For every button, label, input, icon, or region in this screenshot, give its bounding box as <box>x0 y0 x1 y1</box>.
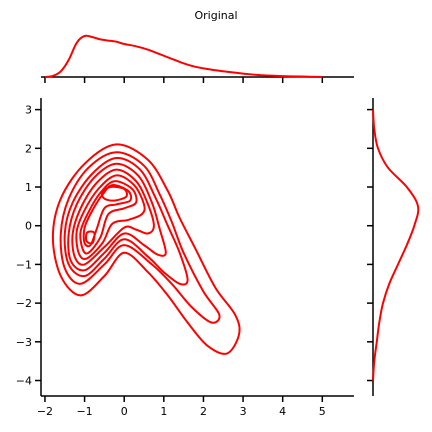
y-tick-label: 1 <box>25 181 32 194</box>
marginal-y-panel <box>367 98 420 396</box>
marginal-x-panel <box>41 34 354 83</box>
marginal-x-ticks <box>44 77 324 83</box>
y-tick-label: 0 <box>25 220 32 233</box>
y-tick-label: 2 <box>25 142 32 155</box>
kde-contour-level-7 <box>79 180 138 255</box>
y-tick-label: 3 <box>25 104 32 117</box>
x-tick-label: 2 <box>200 405 207 418</box>
y-tick-label: −3 <box>16 336 32 349</box>
marginal-y-ticks <box>367 108 373 382</box>
kde-contour-level-6 <box>75 174 146 261</box>
y-tick-label: −1 <box>16 258 32 271</box>
x-tick-label: 0 <box>121 405 128 418</box>
x-tick-label: 5 <box>319 405 326 418</box>
kde-contours <box>51 143 241 355</box>
kde-contour-level-10 <box>84 230 96 245</box>
y-tick-label: −4 <box>16 375 32 388</box>
x-axis-ticks: −2 −1 0 1 2 3 4 5 <box>37 396 326 418</box>
kde-contour-level-3 <box>63 156 189 286</box>
x-tick-label: 1 <box>160 405 167 418</box>
y-tick-label: −2 <box>16 297 32 310</box>
kde-contour-level-4 <box>67 162 167 272</box>
marginal-y-kde-curve <box>372 109 420 381</box>
kde-contour-level-9 <box>101 185 128 202</box>
marginal-x-kde-curve <box>44 34 323 78</box>
chart-title: Original <box>194 9 237 22</box>
x-tick-label: 4 <box>279 405 286 418</box>
x-tick-label: −2 <box>37 405 53 418</box>
kde-contour-level-2 <box>59 151 221 324</box>
kde-contour-level-1 <box>51 143 241 355</box>
y-axis-ticks: −4 −3 −2 −1 0 1 2 3 <box>16 104 41 388</box>
x-tick-label: 3 <box>240 405 247 418</box>
joint-kde-panel: −2 −1 0 1 2 3 4 5 −4 −3 −2 −1 0 1 2 3 <box>16 98 354 418</box>
kde-contour-level-5 <box>71 168 155 266</box>
x-tick-label: −1 <box>76 405 92 418</box>
